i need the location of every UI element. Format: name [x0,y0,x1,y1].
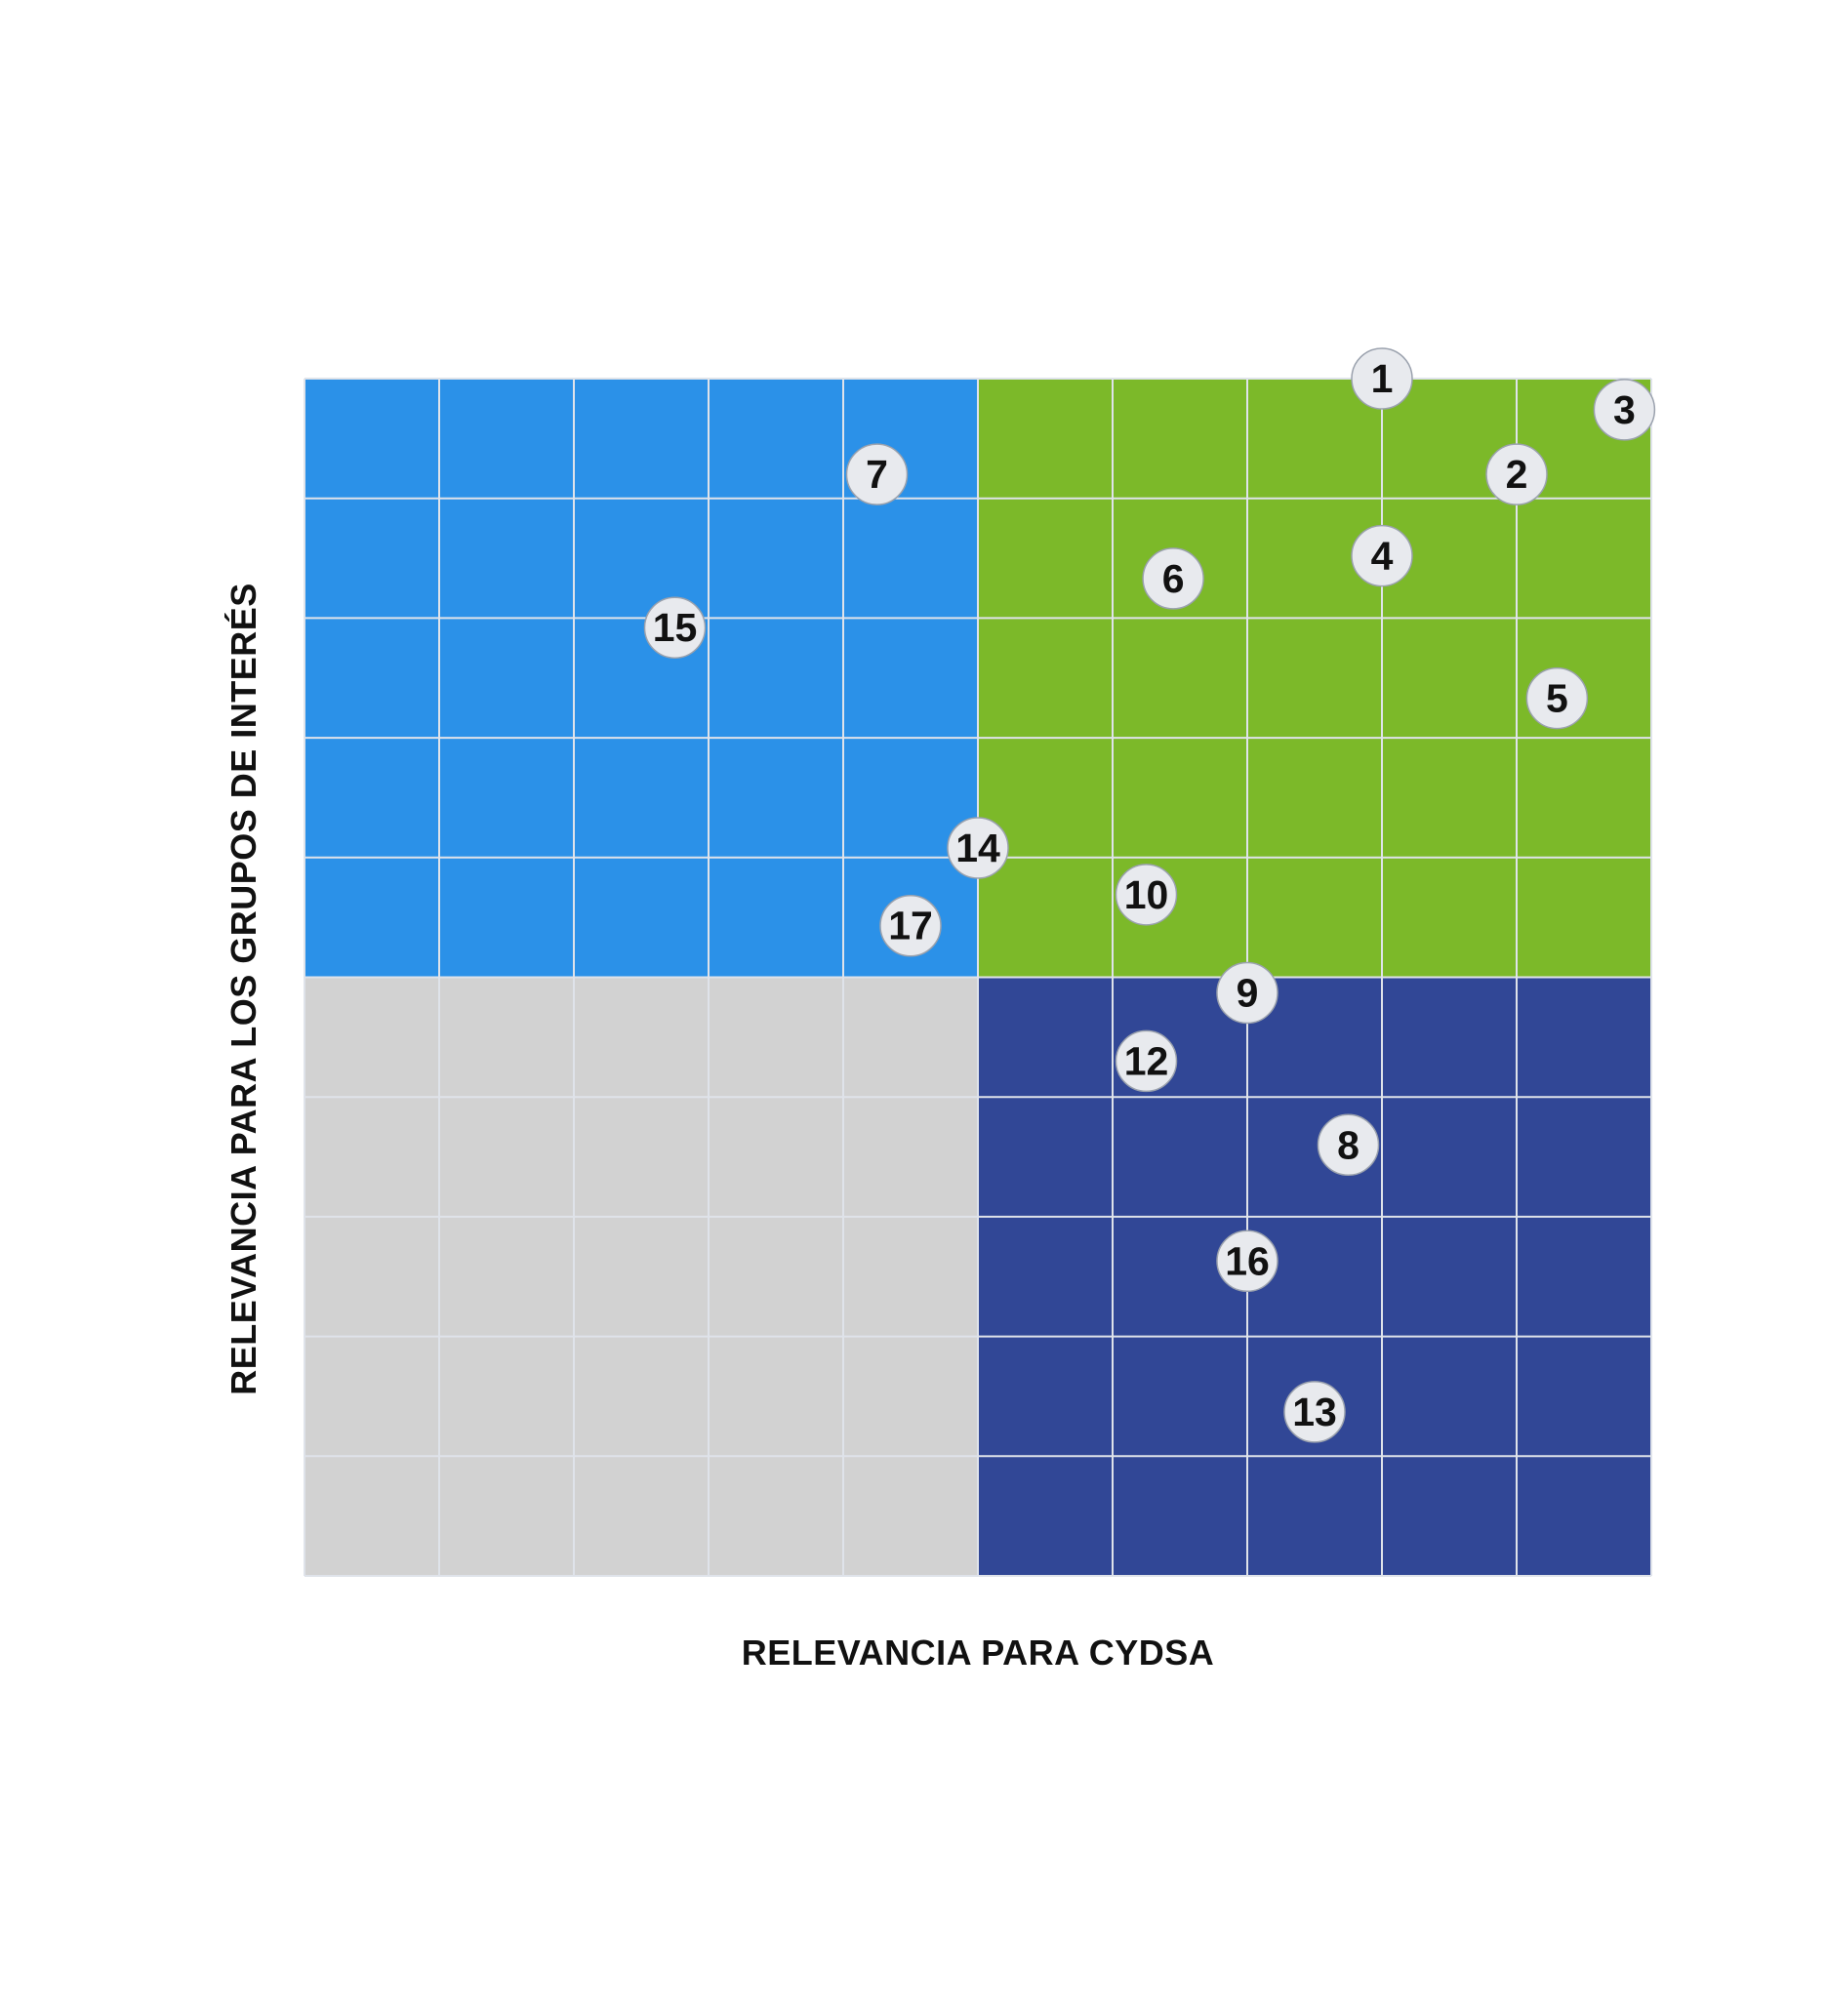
point-marker [1115,1029,1178,1093]
data-point-13: 13 [1283,1381,1346,1443]
data-point-8: 8 [1317,1113,1380,1177]
point-label: 7 [866,452,888,497]
point-label: 14 [955,826,1000,870]
data-point-12: 12 [1115,1029,1178,1093]
point-label: 16 [1225,1238,1270,1283]
point-label: 5 [1546,676,1568,721]
data-point-17: 17 [879,894,942,957]
data-point-3: 3 [1593,379,1656,441]
point-label: 8 [1337,1122,1359,1167]
point-marker [1216,961,1278,1025]
point-label: 4 [1371,534,1394,579]
point-marker [643,596,707,659]
point-marker [1283,1381,1346,1443]
grid-lines [304,378,1652,1577]
quadrant-bottom-left [304,977,978,1576]
data-point-5: 5 [1525,666,1589,730]
data-point-1: 1 [1351,347,1413,410]
point-marker [1351,347,1413,410]
point-marker [1351,524,1413,587]
point-marker [1317,1113,1380,1177]
point-label: 3 [1613,387,1636,432]
data-point-14: 14 [947,817,1009,879]
x-axis-label: RELEVANCIA PARA CYDSA [742,1633,1215,1673]
data-point-6: 6 [1142,547,1204,610]
data-point-4: 4 [1351,524,1413,587]
point-marker [1115,864,1178,926]
data-point-15: 15 [643,596,707,659]
point-marker [1525,666,1589,730]
point-label: 15 [653,605,698,650]
point-marker [845,443,909,505]
point-label: 12 [1124,1038,1169,1083]
point-marker [1216,1230,1278,1293]
data-point-2: 2 [1485,443,1548,505]
data-point-9: 9 [1216,961,1278,1025]
point-marker [1485,443,1548,505]
point-label: 13 [1292,1390,1337,1434]
point-label: 9 [1237,970,1259,1015]
point-label: 1 [1371,356,1394,401]
point-marker [1593,379,1656,441]
y-axis-label: RELEVANCIA PARA LOS GRUPOS DE INTERÉS [223,583,264,1395]
point-label: 17 [888,904,933,948]
quadrant-bottom-right [978,977,1651,1576]
data-point-7: 7 [845,443,909,505]
point-marker [1142,547,1204,610]
point-label: 10 [1124,872,1169,917]
point-marker [947,817,1009,879]
point-marker [879,894,942,957]
data-point-10: 10 [1115,864,1178,926]
point-label: 2 [1506,452,1528,497]
data-point-16: 16 [1216,1230,1278,1293]
point-label: 6 [1162,556,1185,601]
